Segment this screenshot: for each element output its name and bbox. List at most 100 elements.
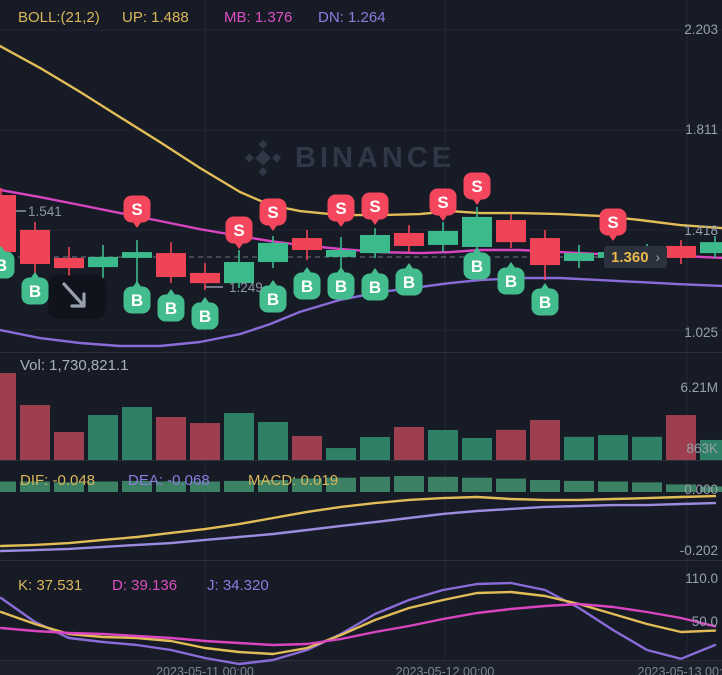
sell-marker[interactable]: S: [463, 172, 491, 206]
candle-body: [496, 219, 526, 243]
volume-bar: [666, 415, 696, 460]
macd-hist-bar: [292, 478, 322, 492]
volume-bar: [360, 437, 390, 460]
buy-marker-tail: [370, 268, 380, 275]
macd-hist-bar: [564, 480, 594, 492]
buy-marker[interactable]: B: [327, 267, 355, 300]
volume-bar: [292, 436, 322, 460]
candle-body: [88, 256, 118, 268]
volume-bar: [530, 420, 560, 460]
buy-marker[interactable]: B: [191, 297, 219, 330]
sell-marker-letter: S: [437, 193, 448, 212]
volume-bar: [632, 436, 662, 460]
sell-marker-tail: [608, 234, 618, 241]
buy-marker-bubble: [327, 272, 355, 300]
sell-marker-bubble: [429, 188, 457, 216]
buy-marker[interactable]: B: [21, 272, 49, 305]
buy-marker-letter: B: [0, 256, 7, 275]
current-price-label[interactable]: 1.360 ›: [604, 246, 668, 268]
candle-body: [360, 235, 390, 254]
buy-marker-tail: [302, 267, 312, 274]
buy-marker[interactable]: B: [361, 268, 389, 301]
candle-body: [258, 242, 288, 263]
buy-marker-bubble: [259, 285, 287, 313]
buy-marker-tail: [540, 283, 550, 290]
sell-marker[interactable]: S: [225, 216, 253, 250]
sell-marker[interactable]: S: [327, 194, 355, 228]
candle-body: [54, 257, 84, 269]
macd-hist-bar: [428, 476, 458, 492]
sell-marker-tail: [472, 198, 482, 205]
buy-marker[interactable]: B: [497, 262, 525, 295]
candle-body: [20, 229, 50, 265]
macd-hist-bar: [224, 480, 254, 492]
sell-marker-letter: S: [471, 177, 482, 196]
buy-marker-letter: B: [199, 307, 211, 326]
volume-bar: [20, 405, 50, 460]
sell-marker-tail: [370, 218, 380, 225]
trade-markers: B B B B B B B B B B B B B S S S S S S S S: [0, 172, 627, 330]
sell-marker[interactable]: S: [123, 195, 151, 229]
buy-marker[interactable]: B: [531, 283, 559, 316]
volume-bar: [0, 373, 16, 460]
sell-marker[interactable]: S: [259, 198, 287, 232]
buy-marker[interactable]: B: [123, 281, 151, 314]
volume-bar: [496, 429, 526, 460]
volume-bar: [122, 407, 152, 460]
candle-body: [564, 253, 594, 261]
volume-bar: [54, 432, 84, 460]
volume-bar: [326, 448, 356, 460]
macd-hist-bar: [666, 484, 696, 492]
candle-body: [462, 216, 492, 247]
dea-line: [0, 501, 717, 553]
buy-marker-letter: B: [267, 290, 279, 309]
volume-bar: [598, 435, 628, 460]
buy-marker-bubble: [123, 286, 151, 314]
buy-marker-letter: B: [369, 278, 381, 297]
sell-marker-bubble: [463, 172, 491, 200]
buy-marker[interactable]: B: [0, 246, 15, 279]
volume-bar: [564, 436, 594, 460]
dif-line: [0, 494, 717, 548]
buy-marker-tail: [404, 263, 414, 270]
buy-marker[interactable]: B: [463, 247, 491, 280]
candle-body: [156, 253, 186, 278]
sell-marker-letter: S: [131, 200, 142, 219]
sell-marker[interactable]: S: [361, 192, 389, 226]
drag-gesture-indicator: [48, 275, 106, 319]
buy-marker-letter: B: [29, 282, 41, 301]
diagonal-arrow-icon: [62, 282, 86, 308]
sell-marker[interactable]: S: [599, 208, 627, 242]
sell-marker-letter: S: [607, 213, 618, 232]
sell-marker-letter: S: [335, 199, 346, 218]
buy-marker-letter: B: [471, 257, 483, 276]
buy-marker-bubble: [531, 288, 559, 316]
volume-bar: [156, 417, 186, 460]
candle-body: [394, 232, 424, 246]
sell-marker-bubble: [599, 208, 627, 236]
sell-marker-bubble: [327, 194, 355, 222]
volume-bar: [88, 415, 118, 460]
buy-marker-letter: B: [403, 273, 415, 292]
buy-marker[interactable]: B: [395, 263, 423, 296]
buy-marker[interactable]: B: [293, 267, 321, 300]
sell-marker-bubble: [123, 195, 151, 223]
volume-bar: [224, 413, 254, 460]
macd-hist-bar: [700, 486, 722, 492]
current-price-value: 1.360: [611, 248, 649, 266]
candle-body: [0, 195, 16, 253]
sell-marker-letter: S: [233, 221, 244, 240]
buy-marker-bubble: [0, 251, 15, 279]
buy-marker[interactable]: B: [259, 280, 287, 313]
macd-hist-bar: [190, 481, 220, 492]
macd-hist-bar: [54, 482, 84, 492]
buy-marker[interactable]: B: [157, 289, 185, 322]
sell-marker-tail: [234, 242, 244, 249]
sell-marker-letter: S: [267, 203, 278, 222]
volume-bar: [258, 421, 288, 460]
candle-body: [530, 238, 560, 266]
buy-marker-bubble: [191, 302, 219, 330]
sell-marker[interactable]: S: [429, 188, 457, 222]
